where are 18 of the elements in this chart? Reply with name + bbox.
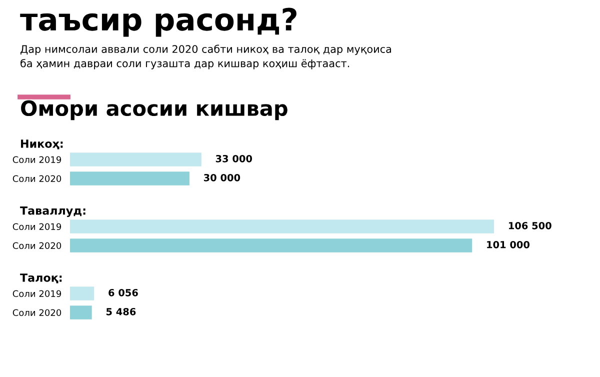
y-tick-label: Соли 2020 [12, 242, 62, 250]
data-label: 106 500 [508, 222, 552, 230]
y-tick-label: Соли 2020 [12, 175, 62, 182]
chart-title: Никоҳ: [21, 140, 63, 150]
data-label: 6 056 [108, 288, 138, 296]
y-tick-label: Соли 2019 [12, 290, 62, 298]
data-label: 5 486 [106, 308, 136, 316]
y-tick-label: Соли 2019 [12, 156, 62, 164]
chart-title: Талоқ: [20, 274, 62, 284]
text: таъсир расонд? [20, 8, 296, 37]
text: Омори асосии кишвар [21, 100, 288, 120]
data-label: 33 000 [216, 154, 252, 162]
data-label: 30 000 [204, 174, 240, 182]
text: Дар нимсолаи аввали соли 2020 сабти никоҳ ва талоқ дар муқоиса ба ҳамин давраи соли гузашта дар кишвар коҳиш ёфтааст. [20, 44, 392, 70]
chart-title: Таваллуд: [20, 206, 86, 217]
y-tick-label: Соли 2019 [12, 223, 62, 230]
y-tick-label: Соли 2020 [12, 309, 62, 316]
data-label: 101 000 [487, 240, 530, 248]
